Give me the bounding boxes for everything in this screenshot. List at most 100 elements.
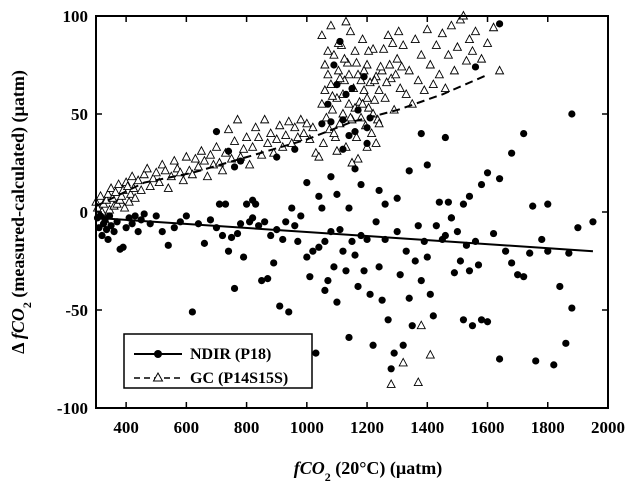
y-axis-title-prefix: Δ <box>8 339 28 354</box>
ndir-point <box>188 308 196 316</box>
gc-point <box>139 169 149 179</box>
ndir-point <box>562 339 570 347</box>
gc-point <box>494 65 505 75</box>
ndir-point <box>354 282 362 291</box>
gc-point <box>398 39 408 49</box>
gc-point <box>335 73 345 83</box>
gc-point <box>256 149 267 159</box>
gc-point <box>396 61 407 71</box>
gc-point <box>329 128 339 138</box>
gc-point <box>145 181 155 190</box>
ndir-point <box>212 128 221 136</box>
ndir-point <box>170 224 178 232</box>
ndir-point <box>544 200 552 208</box>
ndir-point <box>282 218 290 226</box>
legend-ndir-label: NDIR (P18) <box>190 346 271 363</box>
y-tick-label: -100 <box>57 399 88 418</box>
ndir-point <box>435 198 443 206</box>
gc-point <box>160 165 171 175</box>
gc-point <box>345 26 356 36</box>
gc-point <box>351 132 362 141</box>
plot-marks <box>91 10 597 388</box>
ndir-fit-line <box>95 216 594 253</box>
gc-point <box>431 39 442 49</box>
ndir-point <box>98 231 106 240</box>
ndir-point <box>417 277 425 285</box>
gc-point <box>205 149 216 159</box>
gc-point <box>181 151 192 161</box>
ndir-point <box>363 235 371 244</box>
ndir-point <box>249 196 257 204</box>
ndir-point <box>327 118 335 126</box>
ndir-point <box>495 20 504 28</box>
gc-point <box>374 118 384 128</box>
gc-point <box>323 45 333 55</box>
ndir-point <box>330 61 338 69</box>
gc-point <box>351 57 362 67</box>
ndir-point <box>360 267 368 275</box>
ndir-point <box>483 318 492 326</box>
gc-point <box>345 112 356 122</box>
ndir-point <box>285 308 293 316</box>
gc-point <box>253 132 264 141</box>
gc-point <box>332 145 342 155</box>
gc-point <box>110 186 121 196</box>
gc-point <box>378 43 389 53</box>
gc-point <box>320 59 330 69</box>
ndir-point <box>236 157 245 165</box>
gc-point <box>357 34 368 43</box>
ndir-point <box>538 235 546 244</box>
ndir-point <box>465 192 474 200</box>
gc-point <box>299 128 309 138</box>
gc-point <box>344 98 354 108</box>
ndir-point <box>140 210 148 218</box>
ndir-point <box>390 349 398 357</box>
ndir-point <box>363 124 371 132</box>
ndir-point <box>474 261 483 269</box>
x-tick-label: 1000 <box>290 418 324 437</box>
ndir-point <box>556 282 564 291</box>
ndir-point <box>372 218 380 226</box>
ndir-point <box>550 361 558 369</box>
x-tick-label: 1800 <box>531 418 565 437</box>
gc-point <box>157 159 168 169</box>
ndir-point <box>417 130 425 138</box>
y-axis-title-main: fCO <box>8 308 28 339</box>
y-tick-label: 0 <box>80 203 89 222</box>
ndir-point <box>261 218 269 226</box>
ndir-point <box>468 322 477 330</box>
ndir-point <box>471 63 480 71</box>
gc-point <box>241 132 252 141</box>
gc-point <box>392 53 402 63</box>
gc-point <box>321 112 332 122</box>
y-tick-label: -50 <box>65 301 88 320</box>
ndir-point <box>279 235 287 244</box>
ndir-point <box>348 84 356 93</box>
gc-point <box>344 69 354 79</box>
y-axis-title-sub: 2 <box>20 302 34 308</box>
gc-point <box>130 192 140 202</box>
ndir-point <box>221 200 230 208</box>
ndir-point <box>224 247 233 255</box>
ndir-point <box>366 290 374 298</box>
x-tick-label: 2000 <box>591 418 625 437</box>
gc-point <box>308 122 318 132</box>
ndir-point <box>375 186 383 195</box>
x-tick-label: 600 <box>174 418 200 437</box>
ndir-point <box>291 145 299 153</box>
gc-point <box>488 22 499 32</box>
ndir-point <box>568 110 576 118</box>
gc-point <box>318 137 329 147</box>
ndir-point <box>483 169 492 177</box>
gc-point <box>190 153 201 163</box>
gc-point <box>371 137 381 147</box>
ndir-point <box>351 251 359 259</box>
gc-point <box>362 59 372 69</box>
ndir-point <box>508 259 516 267</box>
ndir-point <box>164 241 172 249</box>
gc-point <box>232 114 243 124</box>
gc-fit-line <box>95 73 488 208</box>
gc-point <box>375 61 386 71</box>
ndir-point <box>258 277 266 285</box>
gc-point <box>133 175 143 185</box>
